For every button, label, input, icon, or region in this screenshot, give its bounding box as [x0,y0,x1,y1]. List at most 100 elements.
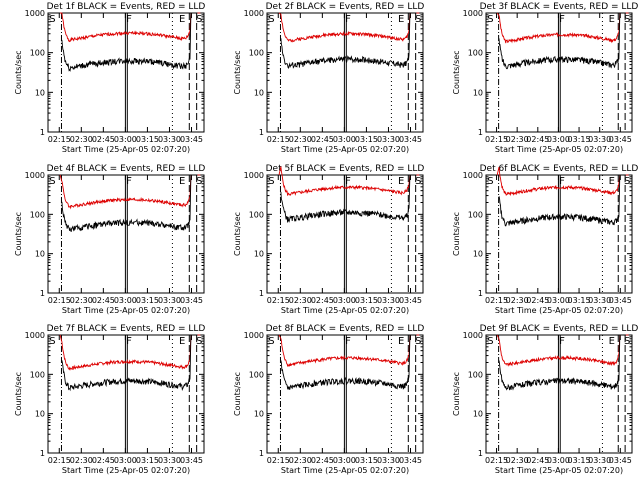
y-tick-label: 10 [254,250,264,259]
x-axis-label: Start Time (25-Apr-05 02:07:20) [495,466,623,475]
x-tick-label: 03:30 [588,296,611,305]
plot-frame [47,174,205,294]
x-tick-label: 02:15 [48,135,71,144]
x-tick-label: 02:30 [70,135,93,144]
plot-frame [485,174,633,294]
y-axis-label: Counts/sec [233,212,242,256]
y-axis-label: Counts/sec [233,372,242,416]
y-axis-label: Counts/sec [14,50,23,94]
x-tick-label: 03:30 [377,296,400,305]
events-series-line [61,174,192,232]
x-tick-label: 02:15 [48,296,71,305]
x-tick-label: 03:30 [377,135,400,144]
marker-label: S [196,336,202,347]
series-group [496,12,629,70]
y-tick-label: 100 [468,210,483,219]
lld-series-line [496,334,621,367]
marker-label: E [609,336,615,347]
events-series-line [498,334,621,391]
x-axis-label: Start Time (25-Apr-05 02:07:20) [495,306,623,315]
x-tick-label: 03:15 [568,296,591,305]
x-tick-label: 02:45 [311,456,334,465]
x-tick-label: 02:30 [70,456,93,465]
marker-label: S [487,14,493,25]
marker-label: F [559,336,565,347]
series-group [496,166,629,227]
x-tick-label: 02:30 [506,135,529,144]
marker-label: S [415,176,421,187]
x-tick-label: 02:30 [289,456,312,465]
series-group [278,334,420,391]
x-tick-label: 03:00 [547,456,570,465]
x-tick-label: 03:00 [333,296,356,305]
x-axis-label: Start Time (25-Apr-05 02:07:20) [495,145,623,154]
panel-title: Det 6f BLACK = Events, RED = LLD [480,164,639,174]
x-tick-label: 03:00 [114,135,137,144]
y-axis-label: Counts/sec [452,372,461,416]
events-series-line [61,334,192,392]
marker-label: E [179,176,185,187]
detector-panel: Det 7f BLACK = Events, RED = LLD 1 10 100 10… [14,324,205,475]
detector-panel: Det 6f BLACK = Events, RED = LLD 1 10 100 10… [452,164,638,315]
y-tick-label: 10 [473,250,483,259]
y-tick-label: 1 [259,289,264,298]
panel-title: Det 8f BLACK = Events, RED = LLD [266,324,425,334]
x-tick-label: 02:30 [506,296,529,305]
series-group [59,334,201,392]
marker-label: F [345,176,351,187]
y-tick-label: 100 [249,210,264,219]
y-tick-label: 1 [40,289,45,298]
x-tick-label: 03:15 [568,135,591,144]
y-tick-label: 1000 [463,171,483,180]
x-tick-label: 03:30 [158,135,181,144]
marker-label: E [179,336,185,347]
marker-label: F [126,176,132,187]
x-tick-label: 02:15 [485,135,508,144]
y-tick-label: 1 [478,128,483,137]
x-tick-label: 03:30 [158,296,181,305]
y-tick-label: 1000 [25,331,45,340]
marker-label: S [624,336,630,347]
y-tick-label: 100 [468,49,483,58]
y-tick-label: 10 [254,410,264,419]
detector-panel: Det 3f BLACK = Events, RED = LLD 1 10 100 10… [452,2,638,154]
x-tick-label: 03:45 [609,456,632,465]
detector-panel: Det 2f BLACK = Events, RED = LLD 1 10 100 10… [233,2,424,154]
y-tick-label: 1000 [244,9,264,18]
y-axis-label: Counts/sec [14,212,23,256]
marker-label: S [196,176,202,187]
panel-title: Det 9f BLACK = Events, RED = LLD [480,324,639,334]
events-series-line [498,12,621,70]
marker-label: E [179,14,185,25]
x-tick-label: 02:15 [485,456,508,465]
x-tick-label: 03:45 [399,135,422,144]
detector-panel: Det 8f BLACK = Events, RED = LLD 1 10 100 10… [233,324,424,475]
lld-series-line [278,334,411,368]
x-tick-label: 03:30 [588,456,611,465]
plot-frame [266,174,424,294]
x-tick-label: 02:30 [289,296,312,305]
detector-panel: Det 9f BLACK = Events, RED = LLD 1 10 100 10… [452,324,638,475]
series-group [278,12,420,69]
y-tick-label: 1000 [463,331,483,340]
marker-label: S [487,336,493,347]
y-tick-label: 10 [473,410,483,419]
x-tick-label: 02:45 [92,135,115,144]
events-series-line [280,12,411,69]
x-axis-label: Start Time (25-Apr-05 02:07:20) [281,145,409,154]
marker-label: S [624,14,630,25]
series-group [59,174,201,232]
x-tick-label: 03:15 [355,296,378,305]
marker-label: S [268,14,274,25]
y-axis-label: Counts/sec [233,50,242,94]
marker-label: S [624,176,630,187]
x-tick-label: 03:45 [399,456,422,465]
marker-label: F [345,14,351,25]
x-tick-label: 03:15 [136,296,159,305]
marker-label: E [398,336,404,347]
x-tick-label: 03:00 [114,296,137,305]
x-tick-label: 02:15 [485,296,508,305]
lld-series-line [59,334,192,371]
x-tick-label: 03:45 [609,296,632,305]
